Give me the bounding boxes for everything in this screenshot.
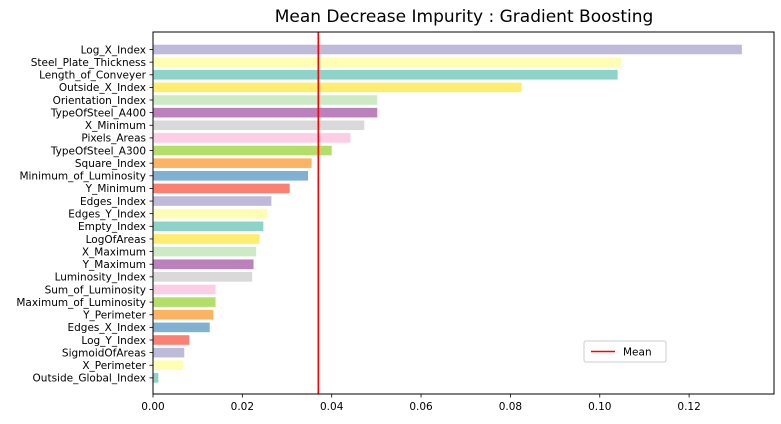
bar-luminosity-index: [153, 272, 253, 282]
bar-y-maximum: [153, 259, 254, 270]
y-tick-label: Outside_X_Index: [59, 82, 146, 94]
bar-maximum-of-luminosity: [153, 297, 216, 307]
y-tick-label: Edges_Index: [80, 196, 146, 208]
y-tick-label: Steel_Plate_Thickness: [31, 57, 146, 69]
bar-edges-x-index: [153, 322, 210, 333]
y-tick-label: Luminosity_Index: [55, 272, 146, 284]
chart-title: Mean Decrease Impurity : Gradient Boosti…: [275, 7, 654, 27]
y-tick-label: LogOfAreas: [86, 234, 146, 246]
bar-length-of-conveyer: [153, 69, 618, 80]
axes-frame: [152, 31, 775, 395]
bar-outside-global-index: [153, 373, 159, 383]
bars: [153, 44, 742, 383]
bar-sigmoidofareas: [153, 347, 185, 358]
legend: Mean: [583, 340, 667, 363]
legend-box: [583, 340, 667, 363]
y-tick-label: Sum_of_Luminosity: [45, 284, 146, 296]
y-tick-label: Y_Minimum: [85, 183, 146, 195]
y-tick-label: X_Maximum: [82, 246, 146, 258]
y-tick-label: X_Minimum: [85, 120, 146, 132]
y-tick-labels: Log_X_IndexSteel_Plate_ThicknessLength_o…: [16, 44, 153, 385]
y-tick-label: Log_Y_Index: [81, 335, 146, 347]
bar-sum-of-luminosity: [153, 284, 216, 295]
x-tick-label: 0.06: [409, 401, 433, 413]
x-tick-label: 0.02: [231, 401, 254, 413]
bar-orientation-index: [153, 95, 378, 105]
bar-log-y-index: [153, 335, 190, 345]
bar-empty-index: [153, 221, 264, 232]
bar-typeofsteel-a400: [153, 107, 378, 118]
x-ticks: 0.00 0.02 0.04 0.06 0.08 0.10 0.12: [141, 394, 701, 413]
y-tick-label: Log_X_Index: [81, 44, 146, 56]
y-tick-label: X_Perimeter: [82, 360, 146, 372]
bar-y-perimeter: [153, 309, 214, 320]
y-tick-label: Empty_Index: [78, 221, 146, 233]
y-tick-label: Y_Perimeter: [82, 310, 147, 322]
y-tick-label: Square_Index: [75, 158, 146, 170]
bar-outside-x-index: [153, 82, 522, 93]
x-tick-label: 0.00: [141, 401, 164, 413]
y-tick-label: Length_of_Conveyer: [39, 70, 147, 82]
bar-pixels-areas: [153, 133, 351, 143]
y-tick-label: Maximum_of_Luminosity: [16, 297, 146, 309]
y-tick-label: Orientation_Index: [53, 95, 146, 107]
legend-label: Mean: [623, 347, 652, 359]
bar-minimum-of-luminosity: [153, 171, 309, 181]
y-tick-label: SigmoidOfAreas: [62, 347, 146, 359]
y-tick-label: TypeOfSteel_A300: [50, 145, 146, 157]
y-tick-label: Edges_Y_Index: [68, 208, 146, 220]
bar-x-maximum: [153, 246, 257, 257]
y-tick-label: Minimum_of_Luminosity: [19, 171, 146, 183]
x-tick-label: 0.08: [499, 401, 522, 413]
y-tick-label: TypeOfSteel_A400: [50, 107, 146, 119]
bar-square-index: [153, 158, 312, 168]
bar-typeofsteel-a300: [153, 145, 332, 156]
bar-edges-y-index: [153, 208, 268, 219]
bar-y-minimum: [153, 183, 290, 194]
x-tick-label: 0.04: [320, 401, 344, 413]
bar-x-minimum: [153, 120, 365, 131]
y-tick-label: Pixels_Areas: [81, 133, 146, 145]
x-tick-label: 0.10: [588, 401, 611, 413]
y-tick-label: Edges_X_Index: [68, 322, 147, 334]
bar-edges-index: [153, 196, 272, 206]
bar-log-x-index: [153, 44, 742, 55]
bar-logofareas: [153, 234, 260, 244]
bar-steel-plate-thickness: [153, 57, 622, 67]
bar-x-perimeter: [153, 360, 183, 371]
y-tick-label: Outside_Global_Index: [33, 373, 146, 385]
y-tick-label: Y_Maximum: [82, 259, 146, 271]
x-tick-label: 0.12: [677, 401, 700, 413]
